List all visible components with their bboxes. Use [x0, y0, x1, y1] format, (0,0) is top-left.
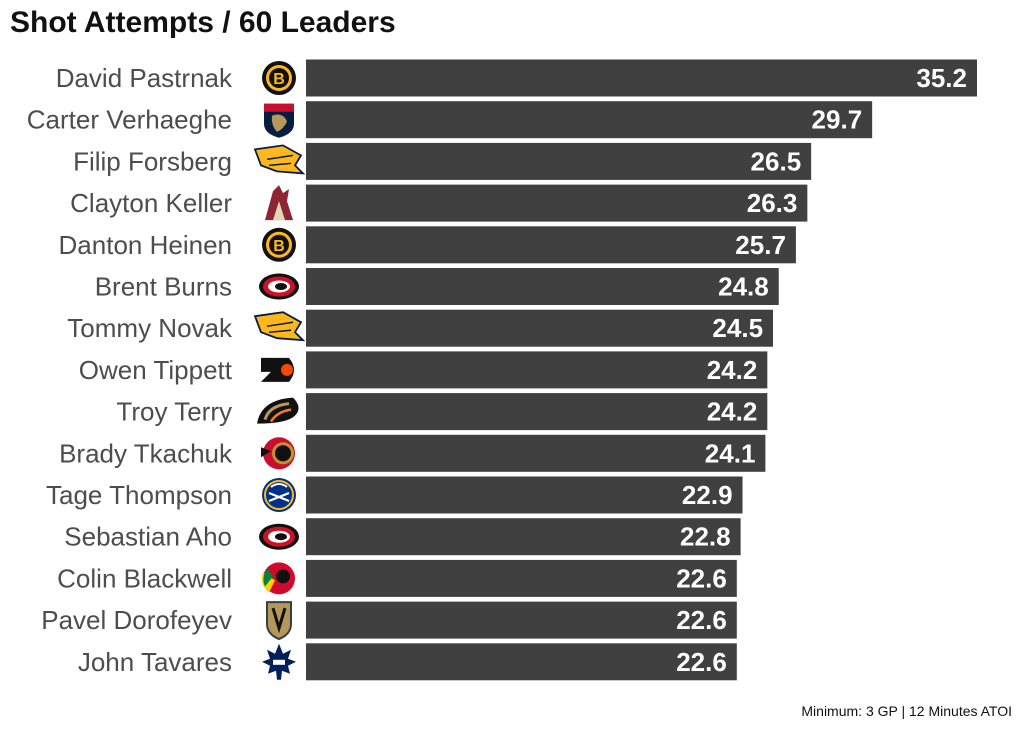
- player-label: Colin Blackwell: [57, 563, 232, 593]
- hurricanes-logo: [259, 523, 299, 550]
- bar-value-label: 24.8: [718, 272, 769, 302]
- bar: [306, 351, 768, 389]
- bar: [306, 101, 873, 139]
- senators-logo: [261, 437, 295, 470]
- maple-leafs-logo: [262, 643, 296, 680]
- bar-value-label: 22.9: [682, 480, 733, 510]
- bar-value-label: 24.2: [707, 397, 758, 427]
- bar: [306, 59, 977, 97]
- bruins-logo: B: [262, 61, 296, 95]
- predators-logo: [253, 144, 306, 175]
- bar: [306, 142, 812, 180]
- bar: [306, 268, 779, 305]
- chart-caption: Minimum: 3 GP | 12 Minutes ATOI: [801, 703, 1012, 719]
- player-label: Brent Burns: [95, 272, 232, 302]
- bar-value-label: 26.5: [751, 146, 802, 176]
- bar-value-label: 35.2: [916, 63, 967, 93]
- player-label: Tommy Novak: [67, 313, 233, 343]
- bruins-logo: B: [262, 227, 296, 262]
- blackhawks-logo: [261, 562, 295, 595]
- bar-value-label: 22.6: [676, 605, 727, 635]
- bar: [306, 476, 743, 514]
- svg-text:B: B: [273, 71, 285, 88]
- coyotes-logo: [265, 185, 293, 221]
- bar: [306, 601, 737, 639]
- player-label: John Tavares: [78, 647, 232, 677]
- bar-value-label: 26.3: [747, 188, 798, 218]
- svg-text:B: B: [273, 238, 285, 255]
- flyers-logo: [261, 357, 294, 382]
- bar: [306, 434, 766, 472]
- player-label: Tage Thompson: [46, 480, 232, 510]
- player-label: Filip Forsberg: [73, 146, 232, 176]
- bar-value-label: 24.5: [712, 313, 763, 343]
- bar-value-label: 25.7: [735, 230, 786, 260]
- bar: [306, 643, 737, 681]
- sabres-logo: [262, 478, 296, 512]
- chart-title: Shot Attempts / 60 Leaders: [10, 6, 396, 39]
- panthers-logo: [264, 103, 294, 138]
- bars-layer: 35.2 David Pastrnak B 29.7 Carter Verhaeghe 2…: [27, 59, 977, 681]
- player-label: Clayton Keller: [70, 188, 232, 218]
- player-label: Carter Verhaeghe: [27, 105, 232, 135]
- bar-value-label: 29.7: [812, 105, 863, 135]
- hurricanes-logo: [259, 273, 299, 300]
- bar-value-label: 24.1: [705, 438, 756, 468]
- predators-logo: [253, 311, 306, 342]
- player-label: Troy Terry: [116, 397, 232, 427]
- bar: [306, 309, 774, 347]
- golden-knights-logo: [266, 601, 292, 641]
- player-label: Danton Heinen: [59, 230, 232, 260]
- bar: [306, 184, 808, 222]
- player-label: Brady Tkachuk: [59, 438, 233, 468]
- bar-value-label: 22.6: [676, 563, 727, 593]
- bar-value-label: 24.2: [707, 355, 758, 385]
- bar-value-label: 22.8: [680, 522, 731, 552]
- ducks-logo: [257, 397, 299, 424]
- player-label: Pavel Dorofeyev: [41, 605, 232, 635]
- bar: [306, 226, 796, 264]
- player-label: Owen Tippett: [79, 355, 233, 385]
- bar: [306, 393, 768, 431]
- bar: [306, 559, 737, 597]
- bar-value-label: 22.6: [676, 647, 727, 677]
- player-label: Sebastian Aho: [64, 522, 232, 552]
- player-label: David Pastrnak: [56, 63, 233, 93]
- bar: [306, 518, 741, 556]
